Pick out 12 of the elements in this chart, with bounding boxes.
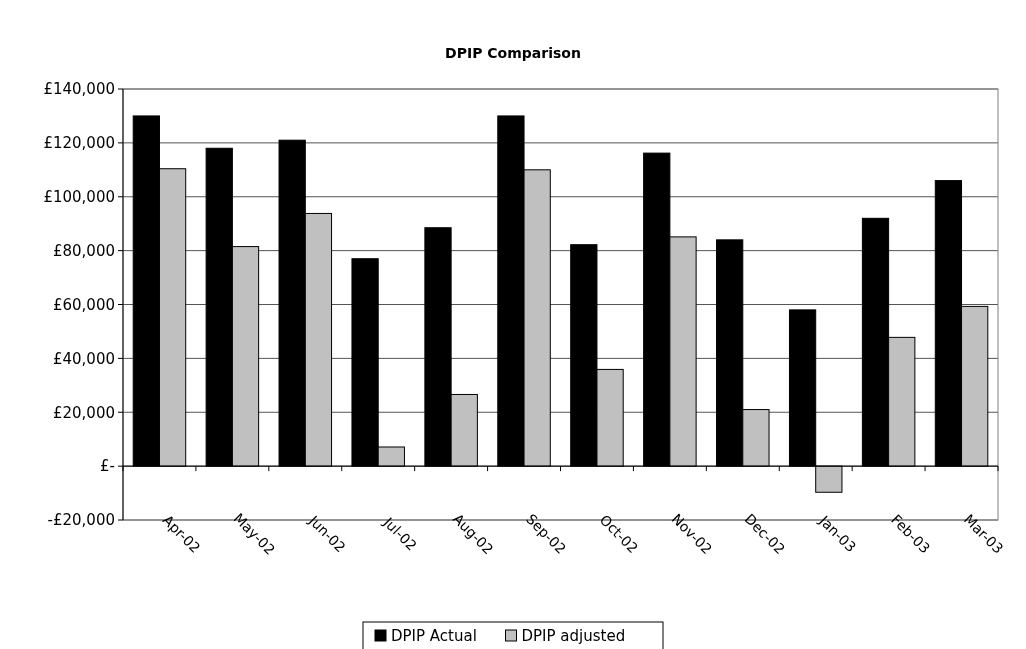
y-tick-label: £60,000 [52,295,115,314]
legend-label: DPIP adjusted [521,627,626,646]
y-tick-label: £- [100,457,115,476]
y-tick-label: £140,000 [43,80,115,99]
y-tick-label: -£20,000 [47,511,115,530]
legend-label: DPIP Actual [391,627,477,646]
y-tick-label: £20,000 [52,403,115,422]
chart-title: DPIP Comparison [445,45,581,61]
y-tick-label: £120,000 [43,134,115,153]
y-tick-label: £80,000 [52,241,115,260]
y-tick-label: £40,000 [52,349,115,368]
y-tick-label: £100,000 [43,188,115,206]
